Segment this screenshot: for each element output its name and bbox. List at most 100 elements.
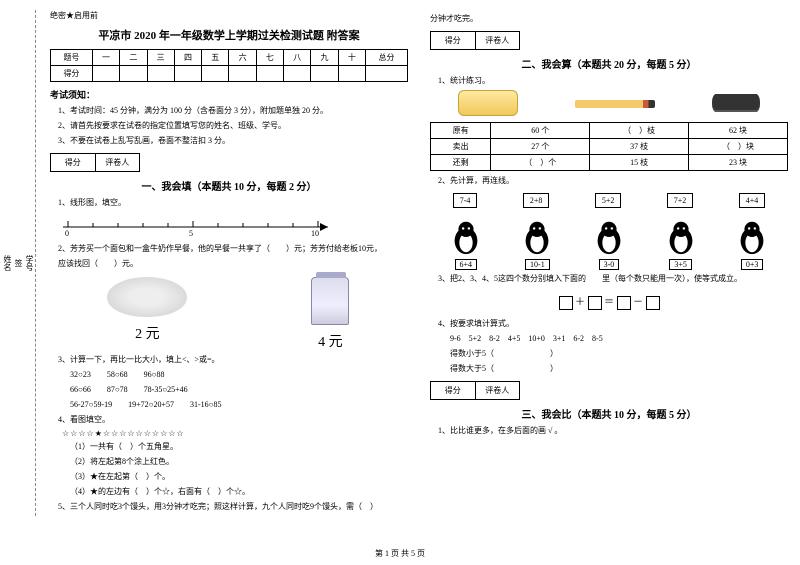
th: 五 xyxy=(202,50,229,66)
q1-4-item: （2）将左起第8个涂上红色。 xyxy=(70,456,408,468)
expr: 5+2 xyxy=(595,193,622,208)
expr: 10-1 xyxy=(525,259,550,270)
instruction: 3、不要在试卷上乱写乱画，卷面不整洁扣 3 分。 xyxy=(58,135,408,147)
row-label: 得分 xyxy=(51,66,93,82)
sidebar-label: 姓名 xyxy=(2,255,13,271)
section-3-title: 三、我会比（本题共 10 分，每题 5 分） xyxy=(430,406,788,421)
q2-4-row: 得数大于5（ ） xyxy=(450,363,788,375)
right-column: 分钟才吃完。 得分 评卷人 二、我会算（本题共 20 分，每题 5 分） 1、统… xyxy=(426,10,788,516)
stat-table: 原有 60 个 （ ）枝 62 块 卖出 27 个 37 枝 （ ）块 还剩 （… xyxy=(430,122,788,171)
blank-box[interactable] xyxy=(559,296,573,310)
stat-cell: （ ）枝 xyxy=(590,123,689,139)
expr: 2+8 xyxy=(523,193,550,208)
op-eq: ＝ xyxy=(604,297,614,308)
op-minus: － xyxy=(633,297,643,308)
pencil-icon xyxy=(575,100,655,108)
expr: 4+4 xyxy=(739,193,766,208)
stat-cell: 23 块 xyxy=(689,155,788,171)
secret-label: 绝密★启用前 xyxy=(50,10,408,21)
scorebox-a: 得分 xyxy=(431,32,476,49)
page-footer: 第 1 页 共 5 页 xyxy=(0,548,800,559)
stat-row-label: 还剩 xyxy=(431,155,491,171)
left-column: 绝密★启用前 平凉市 2020 年一年级数学上学期过关检测试题 附答案 题号 一… xyxy=(50,10,412,516)
q1-2a: 2、芳芳买一个面包和一盒牛奶作早餐，他的早餐一共享了（ ）元；芳芳付给老板10元… xyxy=(58,243,408,255)
milk-icon xyxy=(311,277,349,325)
binding-sidebar: 学号 签 姓名 班级 内 学校 线 封 乡镇（街道） xyxy=(12,10,36,516)
scorebox-b: 评卷人 xyxy=(476,382,520,399)
score-table: 题号 一 二 三 四 五 六 七 八 九 十 总分 得分 xyxy=(50,49,408,82)
sharpener-icon xyxy=(458,90,518,116)
op-plus: ＋ xyxy=(575,297,585,308)
q1-3: 3、计算一下，再比一比大小，填上<、>或=。 xyxy=(58,354,408,366)
score-box: 得分 评卷人 xyxy=(430,381,520,400)
section-1-title: 一、我会填（本题共 10 分，每题 2 分） xyxy=(50,178,408,193)
th: 总分 xyxy=(366,50,408,66)
stars-row: ☆☆☆☆★☆☆☆☆☆☆☆☆☆☆ xyxy=(62,429,408,438)
stat-row-label: 卖出 xyxy=(431,139,491,155)
scorebox-a: 得分 xyxy=(431,382,476,399)
q1-3-row: 56-27○59-19 19+72○20+57 31-16○85 xyxy=(70,399,408,411)
scorebox-b: 评卷人 xyxy=(96,154,140,171)
th: 一 xyxy=(92,50,119,66)
expr: 7+2 xyxy=(667,193,694,208)
q2-3: 3、把2、3、4、5这四个数分别填入下面的 里（每个数只能用一次），使等式成立。 xyxy=(438,273,788,285)
q1-1: 1、线形图，填空。 xyxy=(58,197,408,209)
q2-2: 2、先计算，再连线。 xyxy=(438,175,788,187)
th: 九 xyxy=(311,50,338,66)
penguin-row: 6+4 10-1 3-0 3+5 0+3 xyxy=(430,218,788,270)
svg-text:10: 10 xyxy=(311,229,319,237)
sidebar-label: 班级 xyxy=(0,255,2,271)
svg-text:5: 5 xyxy=(189,229,193,237)
q2-4-row: 9-6 5+2 8-2 4+5 10+0 3+1 6-2 8-5 xyxy=(450,333,788,345)
expr: 0+3 xyxy=(741,259,764,270)
th: 四 xyxy=(174,50,201,66)
instruction: 1、考试时间：45 分钟，满分为 100 分（含卷面分 3 分），附加题单独 2… xyxy=(58,105,408,117)
scorebox-b: 评卷人 xyxy=(476,32,520,49)
score-box: 得分 评卷人 xyxy=(430,31,520,50)
blank-box[interactable] xyxy=(617,296,631,310)
price-milk: 4 元 xyxy=(280,331,380,351)
eraser-icon xyxy=(712,94,760,112)
th: 十 xyxy=(338,50,365,66)
svg-text:0: 0 xyxy=(65,229,69,237)
price-bread: 2 元 xyxy=(97,323,197,343)
expr: 3+5 xyxy=(669,259,692,270)
score-box: 得分 评卷人 xyxy=(50,153,140,172)
bread-icon xyxy=(107,277,187,317)
expr: 3-0 xyxy=(599,259,620,270)
stat-cell: 60 个 xyxy=(491,123,590,139)
stat-cell: （ ）块 xyxy=(689,139,788,155)
stat-cell: 37 枝 xyxy=(590,139,689,155)
th: 题号 xyxy=(51,50,93,66)
expr: 7-4 xyxy=(453,193,478,208)
stat-cell: 62 块 xyxy=(689,123,788,139)
sidebar-label: 学号 xyxy=(24,255,35,271)
q1-3-row: 66○66 87○78 78-35○25+46 xyxy=(70,384,408,396)
exam-title: 平凉市 2020 年一年级数学上学期过关检测试题 附答案 xyxy=(50,27,408,43)
th: 七 xyxy=(256,50,283,66)
section-2-title: 二、我会算（本题共 20 分，每题 5 分） xyxy=(430,56,788,71)
right-top-continue: 分钟才吃完。 xyxy=(430,13,788,25)
q2-4-row: 得数小于5（ ） xyxy=(450,348,788,360)
expr-row-top: 7-4 2+8 5+2 7+2 4+4 xyxy=(430,193,788,208)
instructions-title: 考试须知： xyxy=(50,88,408,101)
q2-1: 1、统计练习。 xyxy=(438,75,788,87)
stat-cell: 15 枝 xyxy=(590,155,689,171)
expr: 6+4 xyxy=(455,259,478,270)
q1-3-row: 32○23 58○68 96○88 xyxy=(70,369,408,381)
th: 二 xyxy=(120,50,147,66)
instruction: 2、请首先按要求在试卷的指定位置填写您的姓名、班级、学号。 xyxy=(58,120,408,132)
q1-4-item: （4）★的左边有（ ）个☆，右面有（ ）个☆。 xyxy=(70,486,408,498)
stat-cell: （ ）个 xyxy=(491,155,590,171)
scorebox-a: 得分 xyxy=(51,154,96,171)
sidebar-sign: 签 xyxy=(13,259,24,267)
blank-box[interactable] xyxy=(646,296,660,310)
q1-4-item: （3）★在左起第（ ）个。 xyxy=(70,471,408,483)
stat-row-label: 原有 xyxy=(431,123,491,139)
blank-box[interactable] xyxy=(588,296,602,310)
q1-4-item: （1）一共有（ ）个五角星。 xyxy=(70,441,408,453)
q1-4: 4、看图填空。 xyxy=(58,414,408,426)
q1-5: 5、三个人同时吃3个馒头，用3分钟才吃完；照这样计算，九个人同时吃9个馒头，需（… xyxy=(58,501,408,513)
stat-cell: 27 个 xyxy=(491,139,590,155)
equation: ＋ ＝ － xyxy=(430,293,788,310)
